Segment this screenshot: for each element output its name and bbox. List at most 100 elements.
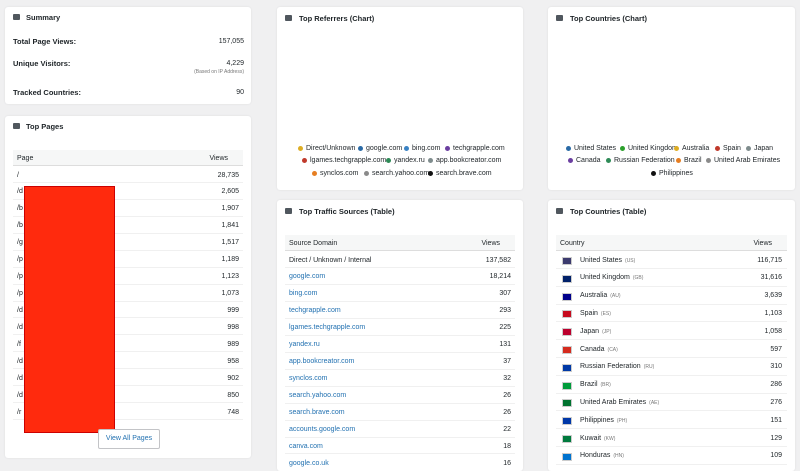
- redaction: [24, 186, 115, 433]
- country-name: United States: [580, 256, 623, 264]
- legend-label: synclos.com: [320, 169, 359, 177]
- country-views: 276: [770, 398, 782, 406]
- source-domain: synclos.com: [289, 375, 328, 383]
- flag: [562, 274, 572, 283]
- table-row: [13, 266, 243, 268]
- table-row: [285, 351, 515, 353]
- source-domain: search.yahoo.com: [289, 392, 347, 400]
- country-name: Australia: [580, 292, 608, 300]
- card: [548, 7, 795, 190]
- legend-swatch: [568, 157, 573, 163]
- source-views: 307: [499, 290, 511, 298]
- page-path: /: [17, 171, 19, 179]
- source-views: 32: [503, 375, 511, 383]
- page-views: 999: [227, 306, 239, 314]
- table-row: [556, 321, 787, 323]
- button-label: View All Pages: [105, 435, 153, 442]
- legend-label: Canada: [576, 156, 601, 164]
- table-row: [556, 303, 787, 305]
- page-views: 998: [227, 323, 239, 331]
- source-domain: yandex.ru: [289, 341, 320, 349]
- table-row: [285, 385, 515, 387]
- table-row: [13, 249, 243, 251]
- table-row: [556, 268, 787, 269]
- table-row: [13, 368, 243, 370]
- page-path: /d: [17, 357, 23, 365]
- legend-label: Direct/Unknown: [306, 144, 356, 152]
- table-row: [556, 357, 787, 358]
- legend-label: google.com: [366, 144, 403, 152]
- page-path: /g: [17, 239, 23, 247]
- page-views: 989: [227, 340, 239, 348]
- source-views: 18,214: [489, 273, 511, 281]
- legend-label: yandex.ru: [394, 156, 425, 164]
- country-views: 1,058: [764, 327, 782, 335]
- source-views: 26: [503, 409, 511, 417]
- table-row: [285, 368, 515, 370]
- flag: [562, 292, 572, 301]
- country-views: 151: [770, 416, 782, 424]
- legend-label: lgames.techgrapple.com: [310, 156, 387, 164]
- table-row: [13, 385, 243, 387]
- table-row: [13, 351, 243, 353]
- table-header: [13, 150, 243, 166]
- page-views: 1,189: [221, 256, 239, 264]
- column-header: Views: [481, 239, 500, 247]
- source-domain: app.bookcreator.com: [289, 358, 355, 366]
- table-row: [556, 339, 787, 341]
- page-views: 1,073: [221, 290, 239, 297]
- summary-value: 157,055: [218, 37, 244, 45]
- country-views: 286: [770, 381, 782, 389]
- table-row: [13, 334, 243, 336]
- legend-swatch: [302, 157, 307, 163]
- summary-label: Tracked Countries:: [13, 87, 81, 97]
- country-code: (RU): [643, 364, 655, 371]
- country-views: 129: [770, 434, 782, 442]
- legend-swatch: [620, 145, 625, 151]
- legend-label: search.yahoo.com: [372, 169, 430, 177]
- country-views: 3,639: [764, 292, 782, 300]
- country-code: (HN): [613, 453, 624, 460]
- source-views: 16: [503, 459, 511, 467]
- page-path: /f: [17, 340, 21, 348]
- legend-label: Philippines: [659, 169, 693, 177]
- table-header: [556, 235, 787, 251]
- flag: [562, 381, 572, 390]
- country-code: (KW): [604, 435, 616, 442]
- summary-value: 4,229: [226, 59, 244, 67]
- source-views: 18: [503, 442, 511, 450]
- legend-label: Russian Federation: [614, 156, 675, 164]
- button[interactable]: View All Pages: [98, 429, 160, 449]
- page-path: /d: [17, 188, 23, 196]
- legend-label: United Kingdom: [628, 144, 678, 152]
- page-path: /p: [17, 256, 23, 264]
- country-code: (GB): [632, 275, 644, 282]
- card-title: Top Referrers (Chart): [299, 13, 375, 23]
- country-views: 116,715: [757, 256, 782, 264]
- country-views: 109: [770, 452, 782, 460]
- source-domain: google.com: [289, 273, 326, 281]
- country-code: (JP): [602, 328, 612, 335]
- legend-swatch: [715, 145, 720, 151]
- legend-swatch: [674, 145, 679, 151]
- table-row: [285, 300, 515, 302]
- page-views: 850: [227, 391, 239, 399]
- country-name: Philippines: [580, 416, 614, 424]
- source-views: 37: [503, 358, 511, 366]
- legend-label: United Arab Emirates: [714, 156, 781, 164]
- country-name: Canada: [580, 345, 605, 353]
- icon: [13, 123, 20, 129]
- flag: [562, 363, 572, 372]
- flag: [562, 257, 572, 265]
- page-views: 2,605: [221, 188, 239, 196]
- page-path: /d: [17, 391, 23, 399]
- country-code: (AU): [610, 293, 621, 300]
- legend-swatch: [428, 157, 433, 163]
- column-header: Page: [17, 154, 34, 162]
- legend-swatch: [676, 157, 681, 163]
- page-path: /b: [17, 222, 23, 230]
- table-row: [285, 317, 515, 319]
- legend-label: bing.com: [412, 144, 441, 152]
- table-row: [13, 300, 243, 302]
- icon: [285, 208, 292, 214]
